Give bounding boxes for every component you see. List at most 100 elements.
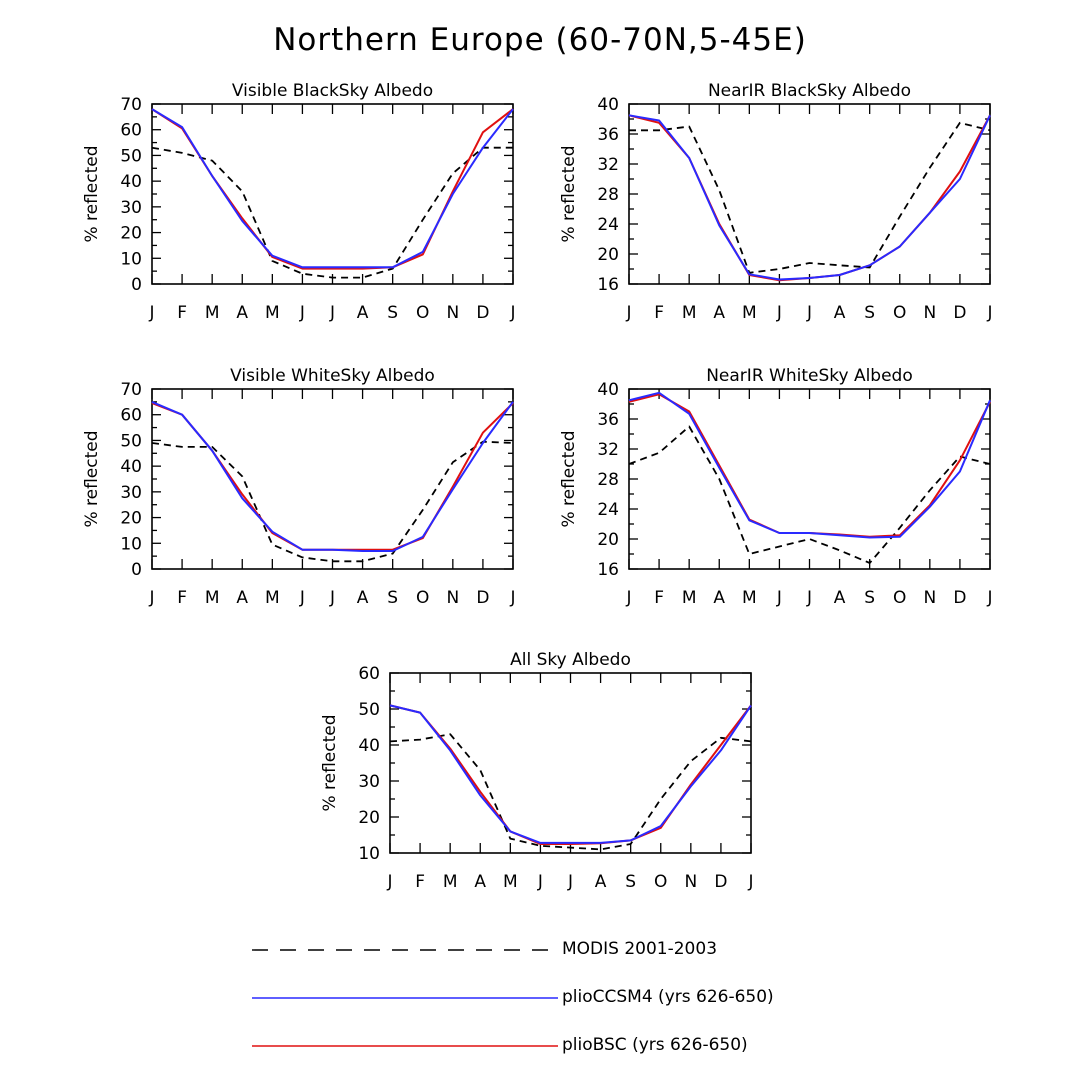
x-tick-label: J: [806, 303, 812, 323]
chart-panel-4: NearIR WhiteSky Albedo % reflected 16 20 24 2…: [559, 366, 993, 608]
series-line-ccsm4: [151, 400, 514, 552]
series-line-bsc: [389, 704, 752, 845]
x-tick-label: D: [953, 303, 966, 323]
y-tick-label: 40: [358, 736, 380, 756]
y-tick-label: 20: [120, 224, 142, 244]
y-tick-label: 16: [597, 560, 619, 580]
plot-frame: [628, 103, 991, 285]
plot-frame: [151, 103, 514, 285]
x-tick-label: J: [625, 303, 631, 323]
y-tick-label: 30: [120, 198, 142, 218]
x-tick-label: S: [864, 588, 875, 608]
series-line-bsc: [628, 393, 991, 538]
x-tick-label: F: [177, 303, 187, 323]
x-tick-label: M: [205, 303, 220, 323]
x-tick-label: J: [567, 872, 573, 892]
x-tick-label: O: [416, 588, 429, 608]
x-tick-label: J: [509, 303, 515, 323]
page-title: Northern Europe (60-70N,5-45E): [273, 22, 807, 58]
y-tick-label: 40: [120, 457, 142, 477]
x-tick-label: J: [509, 588, 515, 608]
x-tick-label: M: [443, 872, 458, 892]
y-tick-label: 36: [597, 125, 619, 145]
chart-title: NearIR BlackSky Albedo: [708, 81, 911, 101]
series-line-ccsm4: [628, 391, 991, 539]
y-tick-label: 70: [120, 380, 142, 400]
y-tick-label: 40: [597, 95, 619, 115]
x-tick-label: A: [236, 588, 248, 608]
y-tick-label: 24: [597, 215, 619, 235]
y-tick-label: 0: [131, 560, 142, 580]
legend-swatch-ccsm4: [252, 997, 558, 999]
y-tick-label: 36: [597, 410, 619, 430]
y-axis-label: % reflected: [320, 714, 340, 811]
x-tick-label: J: [299, 303, 305, 323]
series-line-ccsm4: [151, 108, 514, 269]
x-tick-label: O: [893, 303, 906, 323]
chart-title: All Sky Albedo: [510, 650, 631, 670]
x-tick-label: M: [742, 303, 757, 323]
x-tick-label: N: [684, 872, 697, 892]
series-line-bsc: [151, 108, 514, 270]
x-tick-label: A: [236, 303, 248, 323]
x-tick-label: M: [265, 588, 280, 608]
x-tick-label: J: [148, 588, 154, 608]
x-tick-label: J: [329, 588, 335, 608]
series-line-modis: [151, 146, 513, 279]
series-line-bsc: [628, 114, 991, 282]
series-line-ccsm4: [628, 114, 991, 281]
x-tick-label: O: [654, 872, 667, 892]
x-tick-label: S: [864, 303, 875, 323]
y-tick-label: 24: [597, 500, 619, 520]
legend-label-ccsm4: plioCCSM4 (yrs 626-650): [562, 987, 774, 1007]
y-axis-label: % reflected: [559, 430, 579, 527]
x-tick-label: M: [503, 872, 518, 892]
y-tick-label: 50: [358, 700, 380, 720]
y-axis-label: % reflected: [82, 430, 102, 527]
x-tick-label: S: [625, 872, 636, 892]
x-tick-label: F: [654, 588, 664, 608]
x-tick-label: S: [387, 588, 398, 608]
x-tick-label: N: [923, 303, 936, 323]
x-tick-label: J: [329, 303, 335, 323]
y-tick-label: 32: [597, 440, 619, 460]
y-tick-label: 30: [358, 772, 380, 792]
x-tick-label: J: [776, 588, 782, 608]
x-tick-label: J: [148, 303, 154, 323]
x-tick-label: J: [986, 588, 992, 608]
chart-panel-2: NearIR BlackSky Albedo % reflected 16 20 24 2…: [559, 81, 993, 323]
y-tick-label: 20: [597, 530, 619, 550]
y-tick-label: 28: [597, 470, 619, 490]
series-line-modis: [628, 425, 991, 564]
legend-swatch-modis: [252, 949, 558, 951]
x-tick-label: F: [654, 303, 664, 323]
x-tick-label: F: [415, 872, 425, 892]
x-tick-label: M: [265, 303, 280, 323]
y-tick-label: 20: [597, 245, 619, 265]
x-tick-label: A: [713, 303, 725, 323]
x-tick-label: A: [474, 872, 486, 892]
y-tick-label: 40: [120, 172, 142, 192]
series-line-bsc: [151, 402, 514, 551]
x-tick-label: J: [776, 303, 782, 323]
x-tick-label: D: [476, 588, 489, 608]
chart-title: NearIR WhiteSky Albedo: [706, 366, 913, 386]
chart-title: Visible WhiteSky Albedo: [230, 366, 435, 386]
x-tick-label: N: [446, 588, 459, 608]
y-tick-label: 50: [120, 431, 142, 451]
y-tick-label: 70: [120, 95, 142, 115]
x-tick-label: O: [893, 588, 906, 608]
chart-area: Visible BlackSky Albedo % reflected 0 10 20 3…: [82, 81, 993, 892]
y-tick-label: 10: [120, 249, 142, 269]
x-tick-label: N: [446, 303, 459, 323]
x-tick-label: M: [682, 588, 697, 608]
series-line-modis: [389, 733, 752, 851]
y-tick-label: 28: [597, 185, 619, 205]
x-tick-label: F: [177, 588, 187, 608]
y-axis-label: % reflected: [559, 145, 579, 242]
x-tick-label: M: [205, 588, 220, 608]
plot-frame: [389, 672, 752, 854]
y-axis-label: % reflected: [82, 145, 102, 242]
series-line-ccsm4: [389, 704, 752, 844]
y-tick-label: 10: [358, 844, 380, 864]
